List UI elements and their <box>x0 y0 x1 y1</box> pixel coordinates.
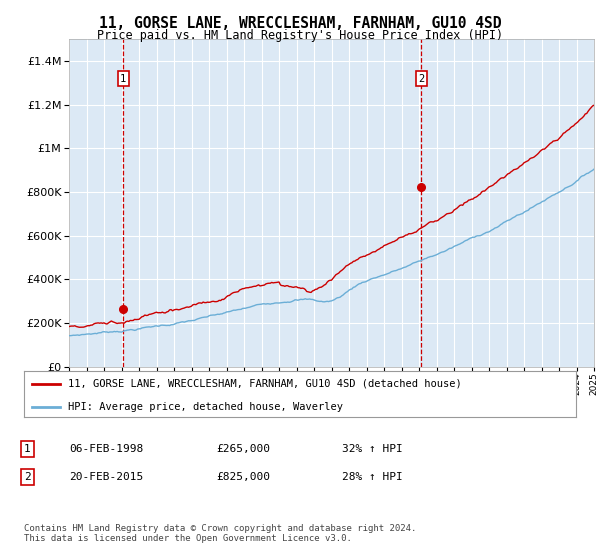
Text: 32% ↑ HPI: 32% ↑ HPI <box>342 444 403 454</box>
Text: 2: 2 <box>24 472 31 482</box>
Text: 20-FEB-2015: 20-FEB-2015 <box>69 472 143 482</box>
Text: £825,000: £825,000 <box>216 472 270 482</box>
Text: 1: 1 <box>24 444 31 454</box>
Text: 2: 2 <box>418 73 424 83</box>
Text: HPI: Average price, detached house, Waverley: HPI: Average price, detached house, Wave… <box>68 402 343 412</box>
Text: 11, GORSE LANE, WRECCLESHAM, FARNHAM, GU10 4SD (detached house): 11, GORSE LANE, WRECCLESHAM, FARNHAM, GU… <box>68 379 462 389</box>
Text: 28% ↑ HPI: 28% ↑ HPI <box>342 472 403 482</box>
Text: Price paid vs. HM Land Registry's House Price Index (HPI): Price paid vs. HM Land Registry's House … <box>97 29 503 42</box>
Text: 11, GORSE LANE, WRECCLESHAM, FARNHAM, GU10 4SD: 11, GORSE LANE, WRECCLESHAM, FARNHAM, GU… <box>99 16 501 31</box>
Text: 06-FEB-1998: 06-FEB-1998 <box>69 444 143 454</box>
Text: 1: 1 <box>120 73 127 83</box>
Text: £265,000: £265,000 <box>216 444 270 454</box>
Text: Contains HM Land Registry data © Crown copyright and database right 2024.
This d: Contains HM Land Registry data © Crown c… <box>24 524 416 543</box>
